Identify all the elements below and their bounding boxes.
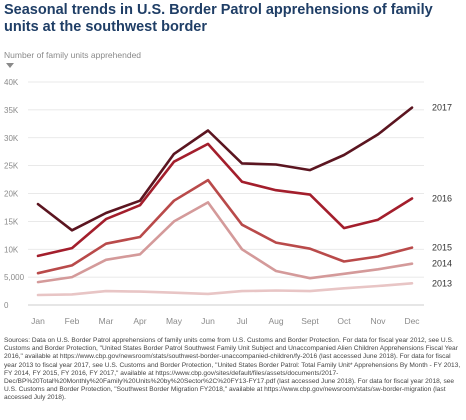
y-tick-label: 10K: [4, 245, 19, 254]
series-label-2016: 2016: [432, 194, 452, 204]
series-label-2017: 2017: [432, 103, 452, 113]
chevron-down-icon: [6, 63, 14, 68]
y-tick-label: 30K: [4, 134, 19, 143]
series-line-2015: [36, 178, 414, 275]
x-tick-label: Nov: [370, 316, 386, 326]
chart-title: Seasonal trends in U.S. Border Patrol ap…: [4, 2, 433, 35]
x-tick-label: Aug: [268, 316, 283, 326]
y-axis-label: Number of family units apprehended: [4, 50, 142, 60]
x-tick-labels: Jan Feb Mar Apr May Jun Jul Aug Sept Oct Nov Dec: [31, 316, 420, 326]
y-tick-label: 5,000: [4, 273, 25, 282]
x-tick-label: Jun: [201, 316, 215, 326]
x-tick-label: Apr: [133, 316, 146, 326]
y-tick-label: 15K: [4, 217, 19, 226]
series-labels: 2013 2014 2015 2016 2017: [432, 103, 452, 289]
series-label-2015: 2015: [432, 243, 452, 253]
series-line-2013: [36, 281, 414, 297]
y-tick-label: 40K: [4, 78, 19, 87]
x-tick-label: Mar: [99, 316, 114, 326]
x-tick-label: Oct: [337, 316, 351, 326]
x-tick-label: Jul: [237, 316, 248, 326]
series-lines: [36, 106, 414, 297]
x-tick-label: Dec: [404, 316, 420, 326]
y-tick-label: 0: [4, 301, 9, 310]
y-tick-label: 20K: [4, 190, 19, 199]
x-tick-label: Sept: [301, 316, 319, 326]
series-line-2017: [36, 106, 414, 232]
series-line-2014: [36, 201, 414, 284]
x-tick-label: Feb: [65, 316, 80, 326]
y-tick-label: 25K: [4, 162, 19, 171]
x-tick-label: May: [166, 316, 183, 326]
series-label-2013: 2013: [432, 278, 452, 288]
source-note: Sources: Data on U.S. Border Patrol appr…: [4, 337, 461, 402]
y-tick-label: 35K: [4, 106, 19, 115]
series-line-2016: [36, 142, 414, 258]
grid-lines: [28, 81, 424, 306]
x-tick-label: Jan: [31, 316, 45, 326]
line-chart: 0 5,000 10K 15K 20K 25K 30K 35K 40K Jan Feb Mar Apr…: [4, 78, 452, 326]
y-tick-labels: 0 5,000 10K 15K 20K 25K 30K 35K 40K: [4, 78, 25, 310]
series-label-2014: 2014: [432, 259, 452, 269]
